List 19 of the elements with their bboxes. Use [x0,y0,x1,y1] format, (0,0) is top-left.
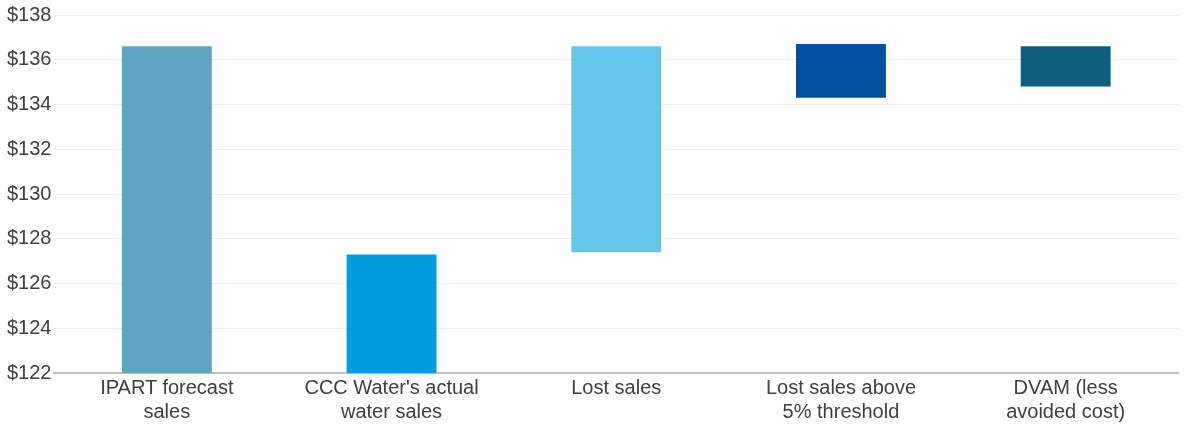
y-tick-label: $126 [6,271,52,294]
y-tick-label: $136 [6,47,52,70]
bar [571,46,662,253]
y-tick-label: $132 [6,136,52,159]
y-tick-label: $122 [6,360,52,383]
x-tick-label: IPART forecast sales [100,375,234,422]
y-tick-label: $138 [6,2,52,25]
y-tick-label: $128 [6,226,52,249]
x-tick-label: Lost sales [571,375,662,398]
bar [346,254,437,373]
y-tick-label: $134 [6,92,52,115]
x-tick-label: CCC Water's actual water sales [304,375,479,422]
x-tick-label: Lost sales above 5% threshold [765,375,916,422]
x-tick-label: DVAM (less avoided cost) [1006,375,1126,422]
bar [796,44,886,98]
y-tick-label: $124 [6,315,52,338]
bar [121,46,212,373]
bar [1020,46,1111,87]
y-tick-label: $130 [6,181,52,204]
